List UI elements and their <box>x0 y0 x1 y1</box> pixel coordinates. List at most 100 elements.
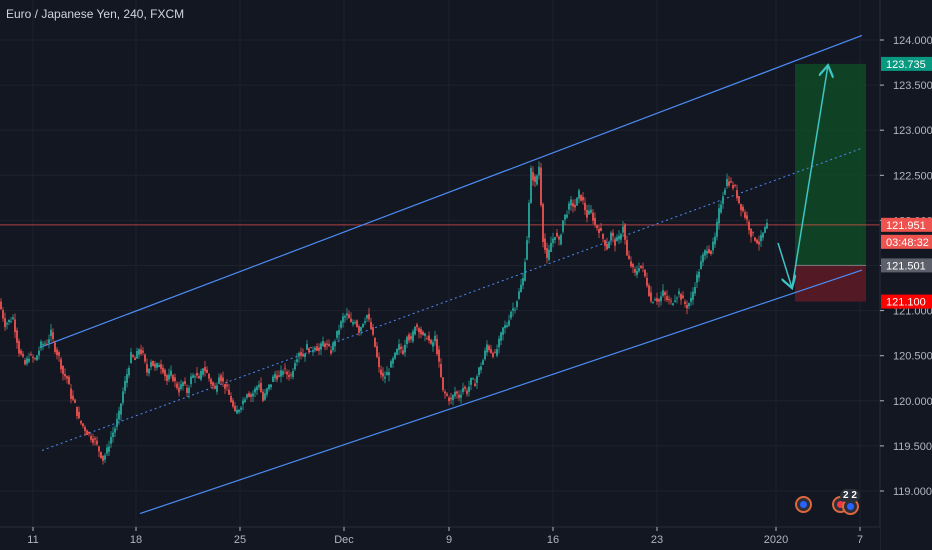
candle-body[interactable] <box>736 190 738 199</box>
candle-body[interactable] <box>538 166 540 176</box>
candle-body[interactable] <box>78 411 80 419</box>
candle-body[interactable] <box>356 320 358 327</box>
candle-body[interactable] <box>590 209 592 213</box>
candle-body[interactable] <box>166 375 168 382</box>
candle-body[interactable] <box>244 399 246 403</box>
candle-body[interactable] <box>438 349 440 362</box>
candle-body[interactable] <box>200 370 202 380</box>
candle-body[interactable] <box>668 299 670 301</box>
candle-body[interactable] <box>86 430 88 435</box>
candle-body[interactable] <box>734 185 736 187</box>
channel-upper-line[interactable] <box>41 34 863 348</box>
candle-body[interactable] <box>494 351 496 353</box>
candle-body[interactable] <box>516 301 518 307</box>
candle-body[interactable] <box>430 339 432 344</box>
candle-body[interactable] <box>184 381 186 384</box>
candle-body[interactable] <box>608 242 610 249</box>
candle-body[interactable] <box>596 225 598 229</box>
candle-body[interactable] <box>762 232 764 238</box>
candle-body[interactable] <box>332 343 334 351</box>
candle-body[interactable] <box>714 236 716 245</box>
candle-body[interactable] <box>82 423 84 427</box>
candle-body[interactable] <box>688 303 690 307</box>
candle-body[interactable] <box>66 376 68 379</box>
candle-body[interactable] <box>144 354 146 362</box>
candle-body[interactable] <box>106 447 108 454</box>
candle-body[interactable] <box>452 394 454 401</box>
candle-body[interactable] <box>660 296 662 302</box>
candle-body[interactable] <box>490 348 492 353</box>
candle-body[interactable] <box>426 338 428 340</box>
candle-body[interactable] <box>180 384 182 389</box>
candle-body[interactable] <box>558 236 560 240</box>
candle-body[interactable] <box>16 330 18 343</box>
candle-body[interactable] <box>342 316 344 323</box>
candle-body[interactable] <box>746 215 748 220</box>
candle-body[interactable] <box>320 343 322 350</box>
candle-body[interactable] <box>250 394 252 397</box>
candle-body[interactable] <box>136 351 138 359</box>
candle-body[interactable] <box>700 261 702 270</box>
candle-body[interactable] <box>372 327 374 335</box>
candle-body[interactable] <box>102 455 104 461</box>
candle-body[interactable] <box>760 234 762 242</box>
candle-body[interactable] <box>360 327 362 332</box>
candle-body[interactable] <box>158 364 160 368</box>
candle-body[interactable] <box>80 420 82 424</box>
candle-body[interactable] <box>94 438 96 440</box>
candle-body[interactable] <box>464 386 466 389</box>
candle-body[interactable] <box>748 221 750 230</box>
candle-body[interactable] <box>134 357 136 361</box>
candle-body[interactable] <box>282 371 284 375</box>
candle-body[interactable] <box>726 179 728 187</box>
candle-body[interactable] <box>48 339 50 343</box>
candle-body[interactable] <box>2 310 4 319</box>
candle-body[interactable] <box>98 446 100 452</box>
candle-body[interactable] <box>370 321 372 329</box>
candle-body[interactable] <box>314 347 316 350</box>
candle-body[interactable] <box>622 226 624 233</box>
candle-body[interactable] <box>378 356 380 368</box>
candle-body[interactable] <box>96 440 98 445</box>
candle-body[interactable] <box>246 394 248 398</box>
candle-body[interactable] <box>90 436 92 440</box>
candle-body[interactable] <box>168 374 170 380</box>
candle-body[interactable] <box>316 346 318 351</box>
candle-body[interactable] <box>108 446 110 452</box>
candle-body[interactable] <box>12 317 14 320</box>
price-axis-panel[interactable] <box>880 0 932 550</box>
candle-body[interactable] <box>764 227 766 233</box>
candle-body[interactable] <box>472 378 474 380</box>
candle-body[interactable] <box>462 387 464 393</box>
candle-body[interactable] <box>392 358 394 364</box>
candle-body[interactable] <box>406 336 408 344</box>
candle-body[interactable] <box>594 217 596 225</box>
candle-body[interactable] <box>606 243 608 250</box>
candle-body[interactable] <box>610 232 612 241</box>
candle-body[interactable] <box>584 202 586 211</box>
candle-body[interactable] <box>390 361 392 368</box>
candle-body[interactable] <box>216 385 218 392</box>
candle-body[interactable] <box>662 290 664 296</box>
candle-body[interactable] <box>254 388 256 393</box>
channel-median-line[interactable] <box>41 147 863 451</box>
candle-body[interactable] <box>4 318 6 328</box>
candle-body[interactable] <box>414 326 416 335</box>
candle-body[interactable] <box>698 271 700 278</box>
candle-body[interactable] <box>682 295 684 299</box>
candle-body[interactable] <box>394 352 396 359</box>
candle-body[interactable] <box>154 363 156 368</box>
candle-body[interactable] <box>718 208 720 224</box>
candle-body[interactable] <box>600 227 602 231</box>
candle-body[interactable] <box>58 352 60 356</box>
candle-body[interactable] <box>34 358 36 360</box>
candle-body[interactable] <box>20 350 22 355</box>
candle-body[interactable] <box>706 250 708 254</box>
candle-body[interactable] <box>296 359 298 363</box>
candle-body[interactable] <box>46 344 48 346</box>
candle-body[interactable] <box>62 365 64 375</box>
candle-body[interactable] <box>732 185 734 189</box>
candle-body[interactable] <box>132 355 134 357</box>
candle-body[interactable] <box>616 237 618 242</box>
